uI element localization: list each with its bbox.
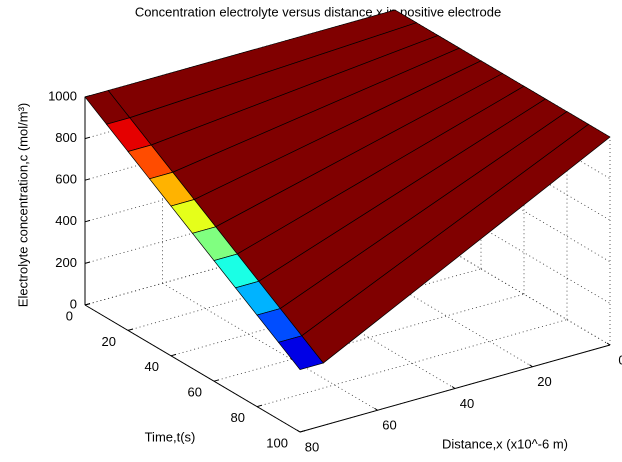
x-tick <box>374 407 378 411</box>
x-tick-label: 20 <box>537 374 551 389</box>
z-tick-label: 600 <box>55 172 77 187</box>
x-tick <box>451 386 456 389</box>
y-tick-label: 60 <box>188 385 202 400</box>
y-tick-label: 0 <box>66 308 73 323</box>
grid-line <box>317 239 533 368</box>
z-tick <box>84 261 91 264</box>
z-tick <box>84 178 91 181</box>
grid-line <box>213 293 525 382</box>
z-tick <box>84 136 91 140</box>
y-tick <box>213 379 220 382</box>
y-tick-label: 40 <box>145 359 159 374</box>
y-tick <box>84 303 91 306</box>
x-tick-label: 0 <box>618 352 622 367</box>
z-tick <box>84 219 91 223</box>
y-tick <box>127 328 134 331</box>
z-tick-label: 1000 <box>48 88 77 103</box>
y-tick-label: 20 <box>102 334 116 349</box>
x-tick-label: 60 <box>382 418 396 433</box>
grid-line <box>162 282 378 411</box>
x-tick <box>606 342 611 346</box>
y-axis-label: Time,t(s) <box>145 429 196 444</box>
y-axis <box>84 304 301 433</box>
x-tick-label: 80 <box>305 439 319 454</box>
y-tick-label: 100 <box>266 435 288 450</box>
z-tick-label: 200 <box>55 255 77 270</box>
z-tick-label: 800 <box>55 130 77 145</box>
x-tick <box>296 429 301 433</box>
x-tick <box>529 364 533 368</box>
grid-line <box>394 176 611 304</box>
y-tick <box>299 430 306 433</box>
z-tick-label: 400 <box>55 213 77 228</box>
x-tick-label: 40 <box>460 396 474 411</box>
y-tick <box>256 404 263 408</box>
chart-title: Concentration electrolyte versus distanc… <box>135 4 501 19</box>
y-tick <box>170 353 177 357</box>
grid-line <box>256 319 568 407</box>
y-tick-label: 80 <box>231 410 245 425</box>
grid-line <box>394 217 611 346</box>
z-axis-label: Electrolyte concentration,c (mol/m³) <box>15 103 30 307</box>
x-axis-label: Distance,x (x10^-6 m) <box>442 436 568 451</box>
surface-face <box>277 335 324 371</box>
z-tick-label: 0 <box>70 296 77 311</box>
